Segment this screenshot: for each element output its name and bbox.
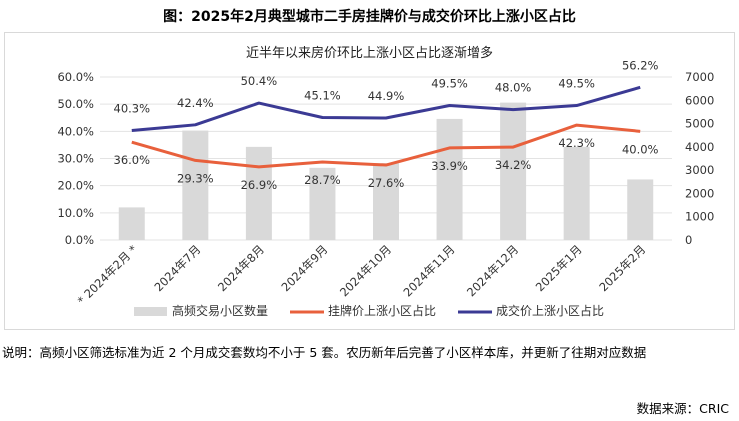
bar bbox=[563, 146, 590, 240]
deal-price-line bbox=[131, 85, 641, 133]
y-right-tick-label: 0 bbox=[685, 233, 692, 247]
x-tick-label: * 2024年2月 * bbox=[75, 242, 141, 308]
legend-label-bars: 高频交易小区数量 bbox=[172, 303, 268, 318]
data-source: 数据来源：CRIC bbox=[636, 401, 729, 416]
legend-label-deal: 成交价上涨小区占比 bbox=[496, 303, 604, 318]
y-right-tick-label: 1000 bbox=[685, 210, 714, 224]
listing-price-line bbox=[131, 123, 641, 169]
y-left-tick-label: 30.0% bbox=[57, 152, 94, 166]
bar bbox=[500, 102, 527, 240]
listing-line-data-label: 42.3% bbox=[558, 136, 595, 150]
listing-line-data-label: 36.0% bbox=[114, 153, 151, 167]
data-labels: 40.3% 42.4% 50.4% 45.1% 44.9% 49.5% 48.0% 49.5%… bbox=[114, 58, 659, 192]
figure-title: 图：2025年2月典型城市二手房挂牌价与成交价环比上涨小区占比 bbox=[163, 9, 576, 25]
legend-label-listing: 挂牌价上涨小区占比 bbox=[328, 303, 436, 318]
y-axis-left: 0.0% 10.0% 20.0% 30.0% 40.0% 50.0% 60.0% bbox=[57, 70, 94, 247]
deal-line-data-label: 56.2% bbox=[622, 58, 659, 72]
bar-series bbox=[118, 102, 654, 240]
listing-line-data-label: 26.9% bbox=[241, 178, 278, 192]
y-left-tick-label: 40.0% bbox=[57, 124, 94, 138]
listing-line-data-label: 28.7% bbox=[304, 173, 341, 187]
listing-line-data-label: 33.9% bbox=[431, 159, 468, 173]
chart-title: 近半年以来房价环比上涨小区占比逐渐增多 bbox=[245, 46, 493, 61]
listing-line-data-label: 29.3% bbox=[177, 171, 214, 185]
deal-line-data-label: 50.4% bbox=[241, 74, 278, 88]
bar bbox=[309, 167, 336, 240]
bar bbox=[373, 163, 399, 240]
x-axis: * 2024年2月 * 2024年7月 2024年8月 2024年9月 2024年10月… bbox=[75, 242, 649, 308]
legend-swatch-bars bbox=[134, 307, 167, 316]
listing-line-data-label: 40.0% bbox=[622, 142, 659, 156]
bar bbox=[245, 146, 272, 240]
y-right-tick-label: 3000 bbox=[685, 163, 714, 177]
y-right-tick-label: 2000 bbox=[685, 186, 714, 200]
bar bbox=[182, 130, 209, 240]
listing-line-data-label: 34.2% bbox=[495, 158, 532, 172]
x-tick-label: 2024年9月 bbox=[279, 242, 331, 294]
x-tick-label: 2024年10月 bbox=[337, 242, 394, 299]
x-tick-label: 2024年8月 bbox=[215, 242, 267, 294]
y-right-tick-label: 7000 bbox=[685, 70, 714, 84]
deal-line-data-label: 45.1% bbox=[304, 88, 341, 102]
y-left-tick-label: 60.0% bbox=[57, 70, 94, 84]
x-tick-label: 2025年1月 bbox=[533, 242, 585, 294]
x-tick-label: 2024年7月 bbox=[151, 242, 203, 294]
y-left-tick-label: 0.0% bbox=[65, 233, 94, 247]
y-left-tick-label: 10.0% bbox=[57, 206, 94, 220]
bar bbox=[118, 207, 145, 240]
deal-line-data-label: 42.4% bbox=[177, 96, 214, 110]
footnote: 说明：高频小区筛选标准为近 2 个月成交套数均不小于 5 套。农历新年后完善了小… bbox=[2, 345, 647, 360]
deal-line-data-label: 40.3% bbox=[114, 102, 151, 116]
x-tick-label: 2024年11月 bbox=[400, 242, 457, 299]
legend: 高频交易小区数量 挂牌价上涨小区占比 成交价上涨小区占比 bbox=[134, 303, 604, 318]
y-right-tick-label: 4000 bbox=[685, 140, 714, 154]
y-left-tick-label: 50.0% bbox=[57, 97, 94, 111]
line-series bbox=[131, 85, 641, 169]
y-right-tick-label: 5000 bbox=[685, 117, 714, 131]
x-tick-label: 2025年2月 bbox=[596, 242, 648, 294]
deal-line-data-label: 49.5% bbox=[558, 77, 595, 91]
x-tick-label: 2024年12月 bbox=[464, 242, 521, 299]
y-axis-right: 0 1000 2000 3000 4000 5000 6000 7000 bbox=[685, 70, 714, 247]
deal-line-data-label: 44.9% bbox=[368, 89, 405, 103]
deal-line-data-label: 49.5% bbox=[431, 77, 468, 91]
deal-line-data-label: 48.0% bbox=[495, 81, 532, 95]
chart-frame bbox=[4, 32, 735, 330]
listing-line-data-label: 27.6% bbox=[368, 176, 405, 190]
bar bbox=[436, 118, 463, 240]
y-right-tick-label: 6000 bbox=[685, 93, 714, 107]
y-left-tick-label: 20.0% bbox=[57, 179, 94, 193]
combo-chart: 40.3% 42.4% 50.4% 45.1% 44.9% 49.5% 48.0% 49.5%… bbox=[57, 58, 714, 318]
bar bbox=[627, 179, 654, 240]
